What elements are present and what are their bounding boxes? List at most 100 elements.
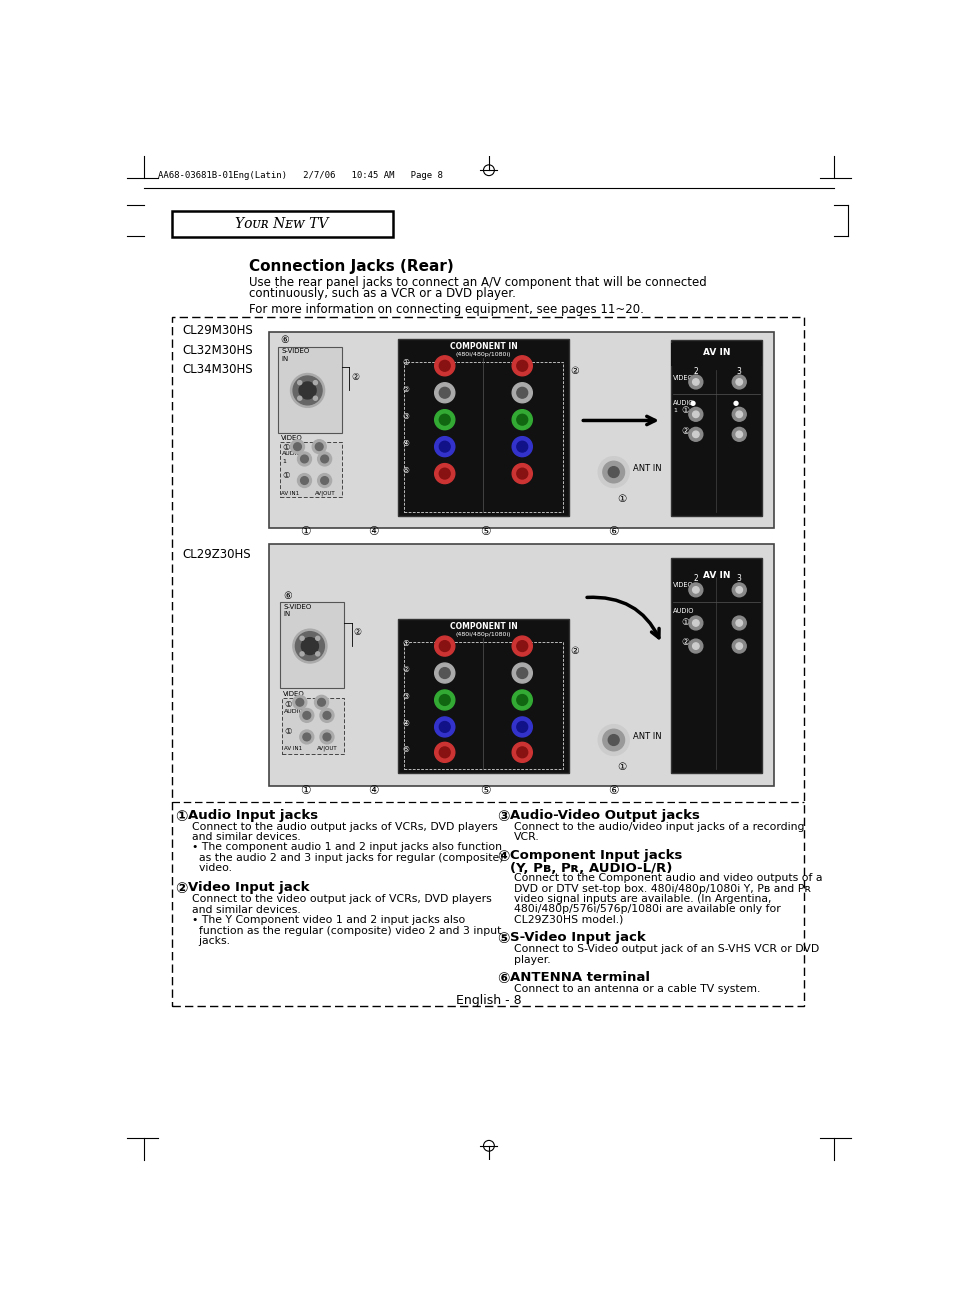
Circle shape [688,408,702,421]
Text: ④: ④ [368,784,378,797]
Circle shape [732,375,745,388]
FancyBboxPatch shape [172,317,803,1006]
Circle shape [323,711,331,719]
Text: AV IN: AV IN [702,348,730,357]
Text: ①: ① [299,784,310,797]
Text: ④: ④ [368,525,378,538]
Text: Audio-Video Output jacks: Audio-Video Output jacks [509,809,699,822]
Circle shape [319,709,334,722]
Circle shape [320,455,328,463]
Text: ①: ① [299,525,310,538]
Text: Audio Input jacks: Audio Input jacks [188,809,318,822]
Circle shape [439,414,450,425]
Circle shape [300,477,308,485]
FancyBboxPatch shape [670,340,761,516]
Text: ③: ③ [402,412,409,421]
Circle shape [298,382,315,399]
Circle shape [512,437,532,456]
Circle shape [319,730,334,744]
Text: VIDEO: VIDEO [280,435,302,442]
Circle shape [317,698,325,706]
Text: ⑥: ⑥ [282,590,292,601]
Circle shape [735,586,741,593]
Text: AUDIO: AUDIO [673,607,694,614]
Text: VIDEO: VIDEO [673,582,694,588]
Text: AV IN: AV IN [702,571,730,580]
Text: AV IN1: AV IN1 [283,745,301,751]
Text: VIDEO: VIDEO [282,691,304,697]
Text: ⑥: ⑥ [608,784,618,797]
Text: 2: 2 [519,358,524,365]
Text: ①: ① [402,358,409,367]
Text: ④: ④ [497,848,509,864]
Circle shape [323,734,331,741]
Circle shape [692,620,699,627]
FancyBboxPatch shape [280,602,344,688]
Circle shape [512,663,532,683]
Text: ②: ② [353,628,361,637]
Text: ①: ① [680,405,688,414]
Circle shape [439,694,450,705]
Circle shape [313,396,317,400]
Text: 2: 2 [693,575,698,584]
Text: ②: ② [570,366,578,375]
Text: ⑤: ⑤ [479,525,490,538]
Text: Connect to the Component audio and video outputs of a: Connect to the Component audio and video… [513,873,821,883]
Circle shape [598,456,629,487]
Text: ④: ④ [402,439,409,448]
Text: 3: 3 [736,367,740,377]
Circle shape [297,473,311,487]
Circle shape [295,698,303,706]
Text: Use the rear panel jacks to connect an A/V component that will be connected: Use the rear panel jacks to connect an A… [249,276,706,289]
Circle shape [435,743,455,762]
Text: S-VIDEO: S-VIDEO [283,603,312,610]
FancyBboxPatch shape [172,211,393,237]
Text: (480i/480p/1080i): (480i/480p/1080i) [456,352,511,357]
Circle shape [439,722,450,732]
Circle shape [692,642,699,649]
Circle shape [299,652,304,655]
Circle shape [299,709,314,722]
Text: ②: ② [680,427,688,437]
Text: AUDIO: AUDIO [282,451,302,456]
Text: COMPONENT IN: COMPONENT IN [449,341,517,351]
Text: ③: ③ [497,809,509,823]
Circle shape [293,377,322,405]
Text: 1: 1 [442,358,447,365]
Circle shape [732,640,745,653]
Text: Connect to the video output jack of VCRs, DVD players: Connect to the video output jack of VCRs… [192,894,492,904]
Circle shape [439,747,450,758]
Text: ①: ① [284,727,292,736]
Circle shape [315,443,323,451]
Text: 2: 2 [519,640,524,645]
FancyBboxPatch shape [269,543,773,786]
FancyBboxPatch shape [397,339,568,516]
Text: 480i/480p/576i/576p/1080i are available only for: 480i/480p/576i/576p/1080i are available … [513,904,780,915]
Circle shape [512,409,532,430]
Circle shape [439,667,450,679]
Text: VCR.: VCR. [513,833,538,842]
Circle shape [688,616,702,629]
Text: ②: ② [174,881,187,896]
Circle shape [317,452,332,466]
Text: ①: ① [402,638,409,648]
Text: ANT IN: ANT IN [633,464,661,473]
Circle shape [517,387,527,399]
Circle shape [320,477,328,485]
Circle shape [735,431,741,438]
Text: English - 8: English - 8 [456,994,521,1007]
Circle shape [435,717,455,737]
Circle shape [608,466,618,477]
Text: ⑤: ⑤ [497,932,509,946]
Text: player.: player. [513,955,550,964]
Text: ①: ① [680,618,688,627]
Circle shape [602,730,624,751]
Circle shape [439,468,450,480]
Circle shape [313,380,317,384]
Text: 2: 2 [693,367,698,377]
Circle shape [688,375,702,388]
Text: ANTENNA terminal: ANTENNA terminal [509,972,649,984]
Text: 1: 1 [282,459,286,464]
Text: AA68-03681B-01Eng(Latin)   2/7/06   10:45 AM   Page 8: AA68-03681B-01Eng(Latin) 2/7/06 10:45 AM… [158,171,442,180]
FancyBboxPatch shape [670,343,761,366]
